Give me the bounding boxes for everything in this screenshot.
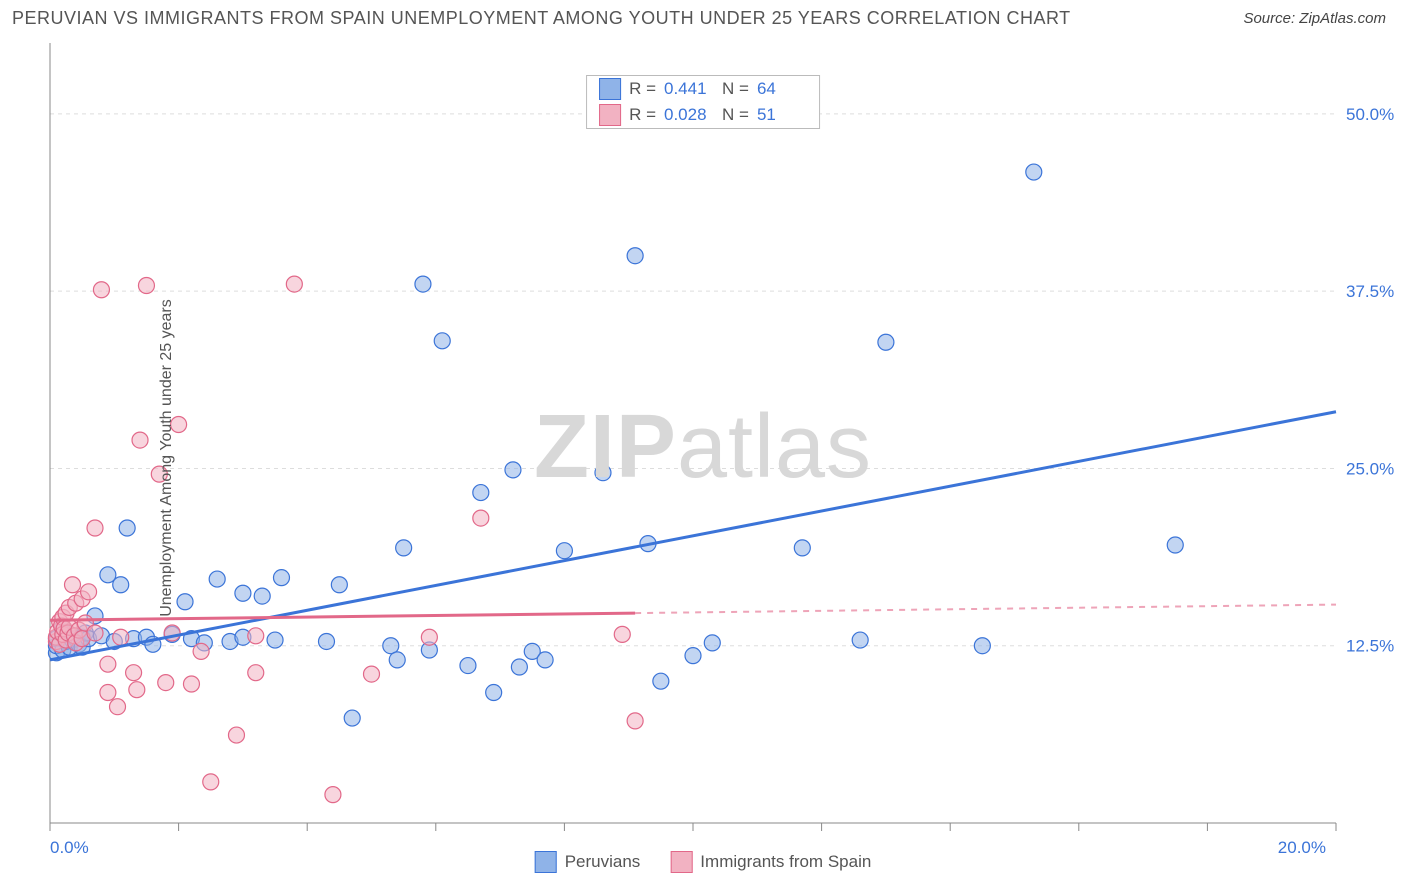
swatch-icon — [670, 851, 692, 873]
legend-item: Immigrants from Spain — [670, 851, 871, 873]
r-value: 0.441 — [664, 79, 714, 99]
swatch-icon — [599, 78, 621, 100]
svg-text:37.5%: 37.5% — [1346, 282, 1394, 301]
n-value: 51 — [757, 105, 807, 125]
r-value: 0.028 — [664, 105, 714, 125]
svg-text:12.5%: 12.5% — [1346, 637, 1394, 656]
n-value: 64 — [757, 79, 807, 99]
legend-label: Immigrants from Spain — [700, 852, 871, 872]
legend-item: Peruvians — [535, 851, 641, 873]
stats-legend: R = 0.441 N = 64R = 0.028 N = 51 — [586, 75, 820, 129]
n-label: N = — [722, 79, 749, 99]
swatch-icon — [599, 104, 621, 126]
y-axis-label: Unemployment Among Youth under 25 years — [158, 299, 176, 617]
n-label: N = — [722, 105, 749, 125]
stats-row: R = 0.028 N = 51 — [587, 102, 819, 128]
source-label: Source: ZipAtlas.com — [1243, 10, 1386, 27]
series-legend: Peruvians Immigrants from Spain — [535, 851, 872, 873]
scatter-plot: 0.0% 20.0% 12.5% 25.0% 37.5% 50.0% — [0, 33, 1406, 883]
svg-text:25.0%: 25.0% — [1346, 459, 1394, 478]
stats-row: R = 0.441 N = 64 — [587, 76, 819, 102]
svg-text:50.0%: 50.0% — [1346, 105, 1394, 124]
svg-text:0.0%: 0.0% — [50, 838, 89, 857]
r-label: R = — [629, 79, 656, 99]
chart-area: Unemployment Among Youth under 25 years … — [0, 33, 1406, 883]
swatch-icon — [535, 851, 557, 873]
legend-label: Peruvians — [565, 852, 641, 872]
chart-title: PERUVIAN VS IMMIGRANTS FROM SPAIN UNEMPL… — [12, 8, 1071, 29]
r-label: R = — [629, 105, 656, 125]
svg-text:20.0%: 20.0% — [1278, 838, 1326, 857]
